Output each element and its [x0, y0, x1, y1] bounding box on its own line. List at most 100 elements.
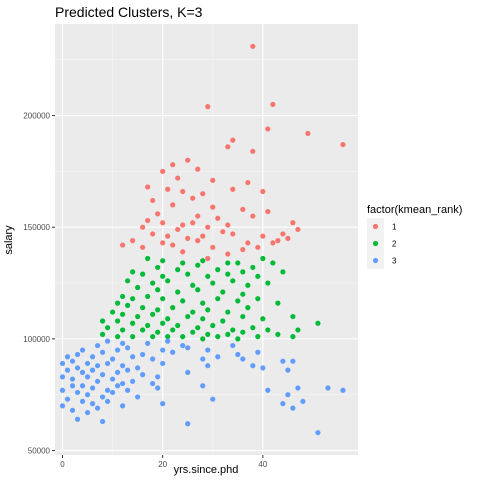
data-point-cluster-1: [210, 177, 216, 183]
data-point-cluster-2: [125, 302, 131, 308]
data-point-cluster-3: [205, 363, 211, 369]
data-point-cluster-1: [140, 224, 146, 230]
data-point-cluster-3: [160, 401, 166, 407]
data-point-cluster-3: [130, 354, 136, 360]
data-point-cluster-3: [104, 398, 111, 405]
minor-gridlines: [55, 24, 358, 455]
data-point-cluster-3: [150, 356, 156, 362]
data-point-cluster-1: [280, 231, 286, 237]
data-point-cluster-2: [140, 327, 146, 333]
data-point-cluster-3: [74, 351, 81, 358]
data-point-cluster-3: [94, 342, 101, 349]
data-point-cluster-2: [155, 287, 161, 293]
data-point-cluster-1: [175, 175, 181, 181]
data-point-cluster-2: [190, 309, 196, 315]
data-points: [59, 43, 346, 436]
x-tick-label: 40: [258, 460, 267, 469]
data-point-cluster-3: [99, 372, 106, 378]
data-point-cluster-1: [220, 229, 226, 235]
data-point-cluster-2: [130, 296, 136, 302]
legend: factor(kmean_rank) 1 2 3: [367, 204, 462, 269]
data-point-cluster-3: [104, 338, 111, 344]
data-point-cluster-3: [150, 380, 156, 387]
data-point-cluster-3: [170, 349, 176, 355]
data-point-cluster-2: [130, 334, 136, 340]
data-point-cluster-2: [250, 264, 256, 271]
data-point-cluster-2: [165, 316, 171, 322]
data-point-cluster-2: [180, 260, 186, 266]
data-point-cluster-3: [59, 403, 66, 409]
data-point-cluster-2: [140, 271, 146, 277]
data-point-cluster-3: [79, 347, 86, 353]
data-point-cluster-3: [69, 407, 76, 413]
data-point-cluster-3: [185, 421, 191, 427]
data-point-cluster-2: [265, 327, 271, 333]
data-point-cluster-3: [125, 387, 131, 393]
data-point-cluster-3: [125, 345, 131, 351]
data-point-cluster-3: [315, 430, 321, 436]
data-point-cluster-1: [275, 238, 281, 244]
data-point-cluster-2: [180, 298, 186, 304]
data-point-cluster-1: [265, 208, 271, 215]
data-point-cluster-2: [195, 262, 201, 268]
data-point-cluster-2: [205, 307, 211, 313]
data-point-cluster-1: [250, 148, 256, 154]
data-point-cluster-1: [165, 233, 171, 239]
data-point-cluster-2: [260, 316, 266, 322]
data-point-cluster-3: [74, 416, 81, 422]
data-point-cluster-3: [64, 396, 71, 402]
data-point-cluster-3: [115, 383, 121, 389]
data-point-cluster-2: [210, 280, 216, 286]
data-point-cluster-2: [165, 278, 171, 284]
data-point-cluster-1: [170, 162, 176, 168]
data-point-cluster-3: [325, 385, 331, 391]
data-point-cluster-2: [155, 307, 161, 313]
x-tick-label: 0: [60, 460, 65, 469]
data-point-cluster-2: [225, 271, 231, 277]
data-point-cluster-3: [140, 372, 146, 378]
data-point-cluster-1: [285, 235, 291, 241]
data-point-cluster-1: [160, 240, 166, 246]
data-point-cluster-1: [250, 213, 256, 219]
data-point-cluster-2: [135, 313, 141, 320]
data-point-cluster-1: [265, 126, 271, 132]
data-point-cluster-3: [89, 401, 96, 407]
data-point-cluster-3: [230, 342, 236, 349]
data-point-cluster-2: [155, 329, 161, 335]
data-point-cluster-2: [240, 313, 246, 320]
data-point-cluster-3: [140, 351, 146, 358]
data-point-cluster-3: [64, 354, 71, 360]
data-point-cluster-1: [190, 220, 196, 226]
data-point-cluster-1: [120, 242, 126, 248]
data-point-cluster-2: [115, 318, 121, 324]
plot-panel: [55, 24, 358, 455]
data-point-cluster-3: [285, 392, 291, 398]
data-point-cluster-2: [225, 260, 231, 266]
data-point-cluster-3: [84, 374, 91, 380]
data-point-cluster-3: [84, 392, 91, 398]
data-point-cluster-3: [59, 360, 66, 367]
data-point-cluster-3: [79, 369, 86, 375]
legend-title: factor(kmean_rank): [367, 204, 462, 216]
data-point-cluster-1: [180, 222, 186, 228]
data-point-cluster-1: [160, 168, 166, 174]
data-point-cluster-2: [185, 313, 191, 320]
data-point-cluster-3: [130, 378, 136, 384]
data-point-cluster-1: [210, 204, 216, 210]
data-point-cluster-3: [155, 385, 161, 391]
data-point-cluster-2: [135, 284, 141, 291]
data-point-cluster-3: [120, 380, 126, 387]
data-point-cluster-2: [195, 325, 201, 331]
major-gridlines: [55, 24, 358, 455]
y-tick-label: 200000: [23, 112, 50, 121]
data-point-cluster-2: [280, 269, 286, 275]
data-point-cluster-2: [195, 287, 201, 293]
data-point-cluster-2: [245, 305, 251, 311]
data-point-cluster-3: [59, 374, 66, 380]
data-point-cluster-3: [104, 360, 111, 367]
data-point-cluster-2: [240, 329, 246, 335]
y-tick-label: 50000: [28, 447, 51, 456]
data-point-cluster-1: [195, 213, 201, 219]
data-point-cluster-2: [255, 273, 261, 279]
data-point-cluster-2: [200, 316, 206, 322]
